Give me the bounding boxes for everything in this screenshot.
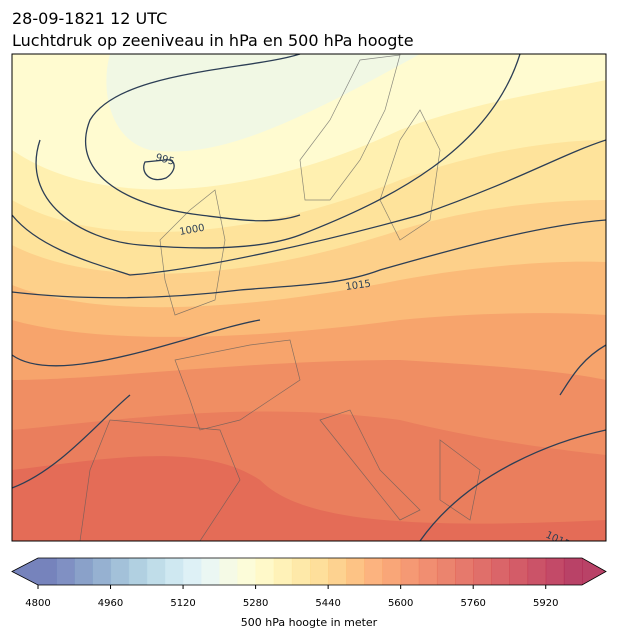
map-frame: [11, 53, 607, 542]
isobar: [559, 344, 606, 396]
colorbar-tick-label: 5440: [315, 598, 340, 609]
colorbar-segment: [291, 558, 311, 585]
colorbar-segment: [436, 558, 456, 585]
colorbar-segment: [183, 558, 202, 585]
colorbar-segment: [509, 558, 529, 585]
colorbar-segment: [563, 558, 583, 585]
colorbar-segment: [273, 558, 293, 585]
colorbar-segment: [418, 558, 438, 585]
colorbar-segment: [328, 558, 347, 585]
title: 28-09-1821 12 UTC: [12, 9, 167, 28]
colorbar-segment: [310, 558, 329, 585]
colorbar-segment: [92, 558, 112, 585]
colorbar-segment: [346, 558, 365, 585]
colorbar-segment: [219, 558, 238, 585]
colorbar-tick-label: 4960: [98, 598, 123, 609]
subtitle: Luchtdruk op zeeniveau in hPa en 500 hPa…: [12, 31, 414, 50]
colorbar-segment: [455, 558, 474, 585]
colorbar-segment: [201, 558, 220, 585]
colorbar-segment: [382, 558, 402, 585]
isobar-label: 1000: [179, 223, 206, 238]
height-band: [106, 54, 421, 152]
isobar: [12, 219, 606, 299]
colorbar-label: 500 hPa hoogte in meter: [241, 616, 378, 629]
isobar-label: 1015: [544, 530, 572, 551]
colorbar-segment: [110, 558, 130, 585]
colorbar-segment: [74, 558, 93, 585]
height-band: [12, 456, 606, 541]
isobar: [419, 429, 606, 541]
colorbar-segment: [400, 558, 420, 585]
isobar: [12, 139, 606, 276]
colorbar-segment: [527, 558, 547, 585]
map: 995 1000 1015 1015: [12, 54, 606, 551]
colorbar-segment: [255, 558, 275, 585]
colorbar-segment: [237, 558, 257, 585]
colorbar-segment: [146, 558, 166, 585]
colorbar-extend-low: [12, 558, 38, 585]
isobar: [12, 319, 261, 367]
colorbar-segment: [473, 558, 492, 585]
isobar: [12, 394, 131, 489]
colorbar-segment: [38, 558, 57, 585]
colorbar-extend-high: [582, 558, 606, 585]
coastlines: [79, 54, 481, 541]
colorbar-tick-label: 5120: [170, 598, 195, 609]
colorbar-segment: [164, 558, 184, 585]
isobar: [35, 54, 521, 249]
colorbar-tick-label: 5600: [388, 598, 413, 609]
colorbar-tick-label: 4800: [25, 598, 50, 609]
colorbar-tick-label: 5280: [243, 598, 268, 609]
colorbar: 4800 4960 5120 5280 5440 5600 5760 5920: [11, 557, 607, 609]
isobar: [143, 159, 175, 181]
isobar: [84, 54, 301, 222]
colorbar-segment: [128, 558, 148, 585]
isobar-label: 995: [154, 152, 175, 168]
colorbar-segment: [56, 558, 75, 585]
colorbar-tick-label: 5760: [460, 598, 485, 609]
colorbar-segment: [545, 558, 565, 585]
colorbar-tick-label: 5920: [533, 598, 558, 609]
colorbar-segment: [491, 558, 510, 585]
isobar-label: 1015: [345, 279, 372, 293]
colorbar-segment: [364, 558, 384, 585]
